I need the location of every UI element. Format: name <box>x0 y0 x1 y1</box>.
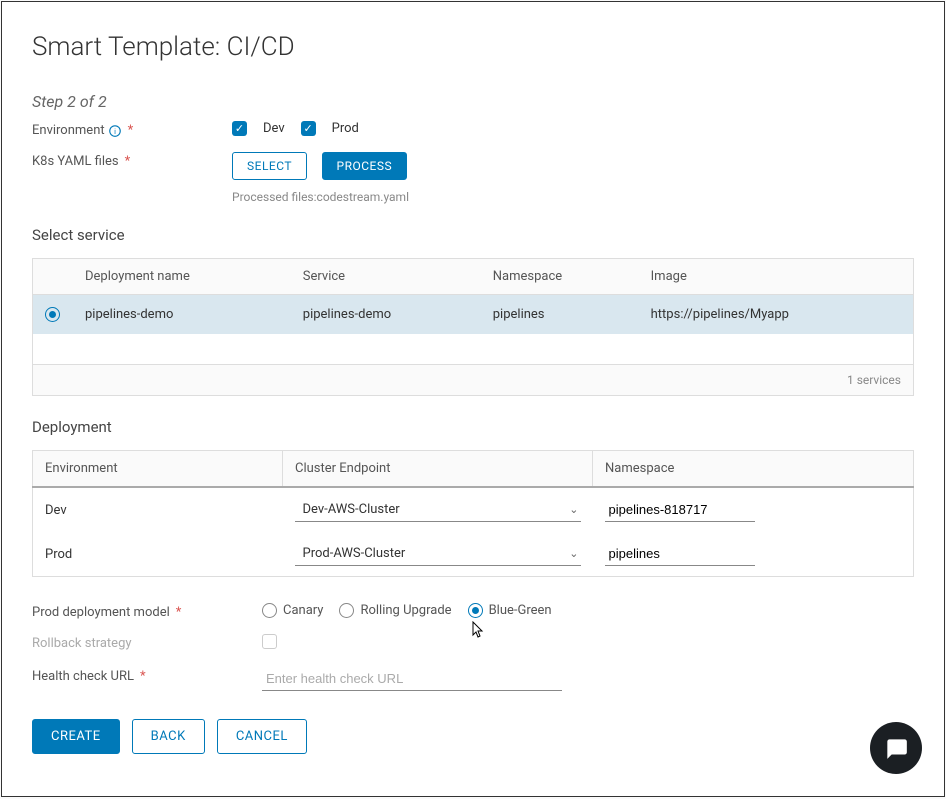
namespace-input-prod[interactable] <box>605 542 755 566</box>
chat-icon[interactable] <box>870 722 922 774</box>
cursor-icon <box>468 621 486 641</box>
env-cell: Prod <box>33 532 283 577</box>
cluster-select-prod[interactable]: Prod-AWS-Cluster ⌄ <box>295 542 581 566</box>
canary-label: Canary <box>283 603 323 618</box>
table-row[interactable]: pipelines-demo pipelines-demo pipelines … <box>33 295 913 335</box>
service-header: Service <box>291 259 481 295</box>
rollback-label: Rollback strategy <box>32 634 262 651</box>
process-button[interactable]: PROCESS <box>322 152 408 180</box>
bluegreen-option[interactable]: Blue-Green <box>468 603 552 618</box>
environment-label-text: Environment <box>32 123 105 138</box>
table-row: Prod Prod-AWS-Cluster ⌄ <box>33 532 914 577</box>
row-radio[interactable] <box>45 307 60 322</box>
cluster-value: Dev-AWS-Cluster <box>303 502 400 517</box>
required-mark: * <box>128 123 134 138</box>
bluegreen-radio[interactable] <box>468 603 483 618</box>
prod-model-row: Prod deployment model * Canary Rolling U… <box>32 603 914 620</box>
env-header: Environment <box>33 451 283 488</box>
cluster-select-dev[interactable]: Dev-AWS-Cluster ⌄ <box>295 498 581 522</box>
rolling-label: Rolling Upgrade <box>360 603 451 618</box>
health-row: Health check URL * <box>32 667 914 691</box>
yaml-row: K8s YAML files * SELECT PROCESS Processe… <box>32 152 914 204</box>
cell-service: pipelines-demo <box>291 295 481 335</box>
cluster-value: Prod-AWS-Cluster <box>303 546 406 561</box>
health-label-text: Health check URL <box>32 669 134 684</box>
rolling-option[interactable]: Rolling Upgrade <box>339 603 451 618</box>
prod-checkbox-label[interactable]: Prod <box>332 121 359 136</box>
environment-row: Environment i * ✓ Dev ✓ Prod <box>32 121 914 138</box>
table-row: Dev Dev-AWS-Cluster ⌄ <box>33 487 914 532</box>
radio-col-header <box>33 259 73 295</box>
environment-checkboxes: ✓ Dev ✓ Prod <box>232 121 914 136</box>
svg-text:i: i <box>114 127 116 136</box>
health-label: Health check URL * <box>32 667 262 684</box>
yaml-label-text: K8s YAML files <box>32 154 119 169</box>
select-service-heading: Select service <box>32 226 914 244</box>
namespace-header: Namespace <box>481 259 639 295</box>
main-container: Smart Template: CI/CD Step 2 of 2 Enviro… <box>1 1 945 797</box>
service-table-footer: 1 services <box>33 364 913 395</box>
dev-checkbox[interactable]: ✓ <box>232 121 247 136</box>
yaml-label: K8s YAML files * <box>32 152 232 169</box>
health-content <box>262 667 914 691</box>
bluegreen-label: Blue-Green <box>489 603 552 618</box>
deployment-header: Deployment name <box>73 259 291 295</box>
required-mark: * <box>176 605 182 620</box>
service-table: Deployment name Service Namespace Image … <box>33 259 913 364</box>
image-header: Image <box>639 259 913 295</box>
yaml-content: SELECT PROCESS Processed files:codestrea… <box>232 152 914 204</box>
create-button[interactable]: CREATE <box>32 719 120 754</box>
back-button[interactable]: BACK <box>132 719 205 754</box>
cell-image: https://pipelines/Myapp <box>639 295 913 335</box>
prod-checkbox[interactable]: ✓ <box>301 121 316 136</box>
deployment-table: Environment Cluster Endpoint Namespace D… <box>32 450 914 577</box>
required-mark: * <box>125 154 131 169</box>
rollback-checkbox[interactable] <box>262 634 277 649</box>
footer-buttons: CREATE BACK CANCEL <box>32 719 914 754</box>
page-title: Smart Template: CI/CD <box>32 32 914 62</box>
step-label: Step 2 of 2 <box>32 92 914 111</box>
cell-deployment: pipelines-demo <box>73 295 291 335</box>
canary-option[interactable]: Canary <box>262 603 323 618</box>
service-table-container: Deployment name Service Namespace Image … <box>32 258 914 396</box>
chevron-down-icon: ⌄ <box>569 547 578 560</box>
select-button[interactable]: SELECT <box>232 152 307 180</box>
cell-namespace: pipelines <box>481 295 639 335</box>
chevron-down-icon: ⌄ <box>569 503 578 516</box>
spacer-row <box>33 334 913 364</box>
cancel-button[interactable]: CANCEL <box>217 719 307 754</box>
prod-model-label: Prod deployment model * <box>32 603 262 620</box>
cluster-header: Cluster Endpoint <box>283 451 593 488</box>
prod-model-radios: Canary Rolling Upgrade Blue-Green <box>262 603 914 618</box>
health-url-input[interactable] <box>262 667 562 691</box>
namespace-input-dev[interactable] <box>605 498 755 522</box>
env-cell: Dev <box>33 487 283 532</box>
canary-radio[interactable] <box>262 603 277 618</box>
environment-label: Environment i * <box>32 121 232 138</box>
rollback-content <box>262 634 914 653</box>
required-mark: * <box>140 669 146 684</box>
rolling-radio[interactable] <box>339 603 354 618</box>
prod-model-label-text: Prod deployment model <box>32 605 170 620</box>
ns-header: Namespace <box>593 451 914 488</box>
processed-files-text: Processed files:codestream.yaml <box>232 190 914 204</box>
dev-checkbox-label[interactable]: Dev <box>263 121 285 136</box>
deployment-heading: Deployment <box>32 418 914 436</box>
info-icon[interactable]: i <box>109 124 122 137</box>
